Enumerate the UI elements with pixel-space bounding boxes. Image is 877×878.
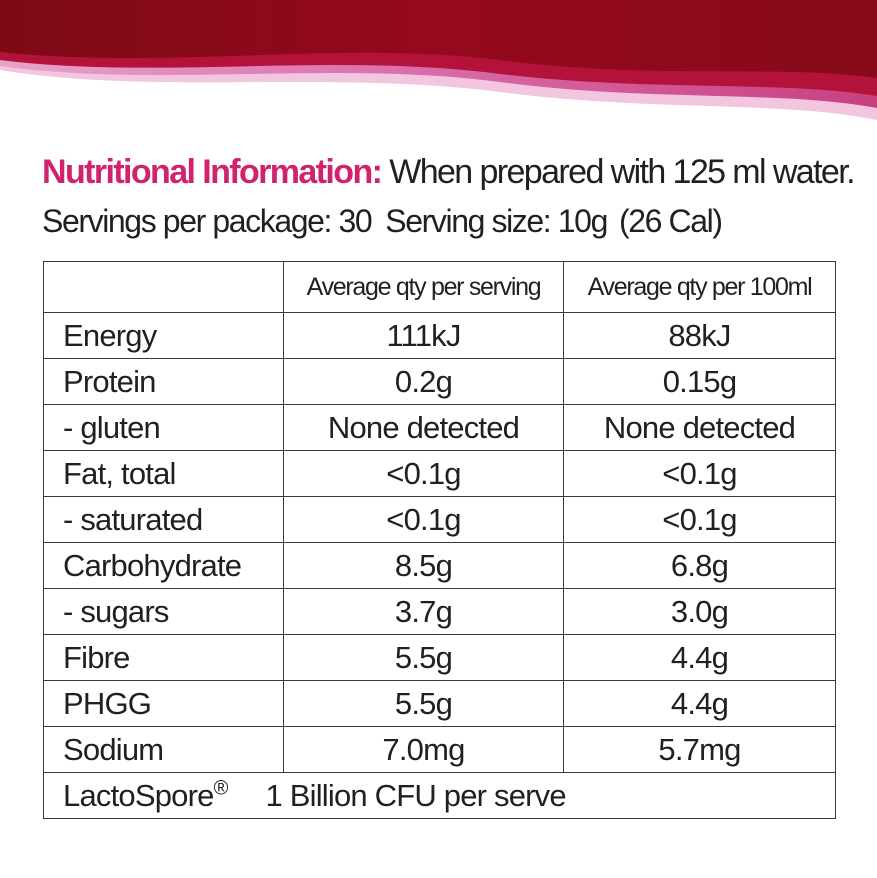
registered-mark: ® [213,777,229,800]
per-100ml-value: 0.15g [563,358,836,405]
nutrition-table: Average qty per serving Average qty per … [43,261,836,819]
per-100ml-value: 5.7mg [563,726,836,773]
table-row: - sugars 3.7g 3.0g [43,588,836,635]
per-100ml-value: 4.4g [563,634,836,681]
table-row: - saturated <0.1g <0.1g [43,496,836,543]
table-row: Protein 0.2g 0.15g [43,358,836,405]
per-100ml-value: <0.1g [563,450,836,497]
lactospore-cell: LactoSpore® 1 Billion CFU per serve [43,772,836,819]
wave-dark-layer [0,0,877,78]
per-100ml-value: 4.4g [563,680,836,727]
nutrient-name: PHGG [43,680,284,727]
nutrient-name: - saturated [43,496,284,543]
per-serving-value: 3.7g [283,588,564,635]
per-serving-value: <0.1g [283,450,564,497]
table-row: Sodium 7.0mg 5.7mg [43,726,836,773]
heading-label: Nutritional Information: [42,153,383,191]
nutrient-name: - sugars [43,588,284,635]
nutrient-name: Fat, total [43,450,284,497]
table-header-row: Average qty per serving Average qty per … [43,261,836,313]
per-100ml-value: None detected [563,404,836,451]
wave-banner [0,0,877,120]
per-serving-value: <0.1g [283,496,564,543]
nutrient-name: Protein [43,358,284,405]
nutrient-name: Energy [43,312,284,359]
per-serving-value: 7.0mg [283,726,564,773]
header-cell-blank [43,261,284,313]
per-serving-value: 5.5g [283,634,564,681]
per-100ml-value: 3.0g [563,588,836,635]
table-row: Carbohydrate 8.5g 6.8g [43,542,836,589]
serving-calories: (26 Cal) [618,203,723,239]
nutrient-name: - gluten [43,404,284,451]
header-cell-per-serving: Average qty per serving [283,261,564,313]
per-serving-value: None detected [283,404,564,451]
table-row: Fibre 5.5g 4.4g [43,634,836,681]
per-serving-value: 8.5g [283,542,564,589]
lactospore-name: LactoSpore [63,777,214,813]
table-row: - gluten None detected None detected [43,404,836,451]
per-100ml-value: 88kJ [563,312,836,359]
table-footer-row: LactoSpore® 1 Billion CFU per serve [43,772,836,819]
table-row: Fat, total <0.1g <0.1g [43,450,836,497]
per-serving-value: 0.2g [283,358,564,405]
servings-per-package: Servings per package: 30 [42,203,373,239]
per-100ml-value: <0.1g [563,496,836,543]
per-serving-value: 5.5g [283,680,564,727]
nutrition-heading: Nutritional Information: When prepared w… [42,150,862,194]
nutrient-name: Sodium [43,726,284,773]
per-100ml-value: 6.8g [563,542,836,589]
table-row: PHGG 5.5g 4.4g [43,680,836,727]
table-row: Energy 111kJ 88kJ [43,312,836,359]
lactospore-value: 1 Billion CFU per serve [265,777,567,813]
header-cell-per-100ml: Average qty per 100ml [563,261,836,313]
heading-note: When prepared with 125 ml water. [389,153,855,191]
nutrient-name: Carbohydrate [43,542,284,589]
serving-size: Serving size: 10g [385,203,608,239]
per-serving-value: 111kJ [283,312,564,359]
servings-line: Servings per package: 30 Serving size: 10… [42,200,862,242]
nutrient-name: Fibre [43,634,284,681]
